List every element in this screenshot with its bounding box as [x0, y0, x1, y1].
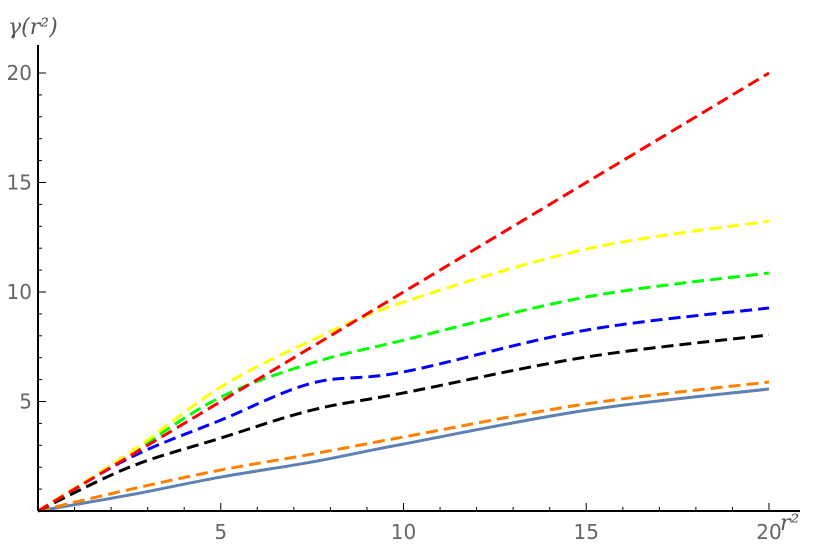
y-tick-label: 5 [19, 390, 32, 414]
y-axis-label: γ(r²) [8, 15, 58, 40]
y-tick-label: 10 [7, 280, 32, 304]
series-line-4 [37, 271, 770, 513]
series-line-3 [37, 306, 770, 513]
series-line-2 [37, 333, 770, 513]
series-line-5 [37, 219, 770, 513]
axes [37, 45, 800, 512]
y-tick-label: 15 [7, 171, 32, 195]
x-tick-label: 10 [391, 520, 416, 544]
x-tick-label: 15 [574, 520, 599, 544]
series-line-6 [37, 71, 770, 513]
series-line-0 [37, 387, 770, 513]
series-line-1 [37, 380, 770, 513]
x-axis-label: r² [780, 511, 799, 536]
series-layer [37, 71, 770, 513]
x-tick-label: 5 [214, 520, 227, 544]
y-tick-label: 20 [7, 61, 32, 85]
ticks: 5 10 15 20 5 10 15 20 [7, 61, 782, 544]
x-tick-label: 20 [756, 520, 781, 544]
